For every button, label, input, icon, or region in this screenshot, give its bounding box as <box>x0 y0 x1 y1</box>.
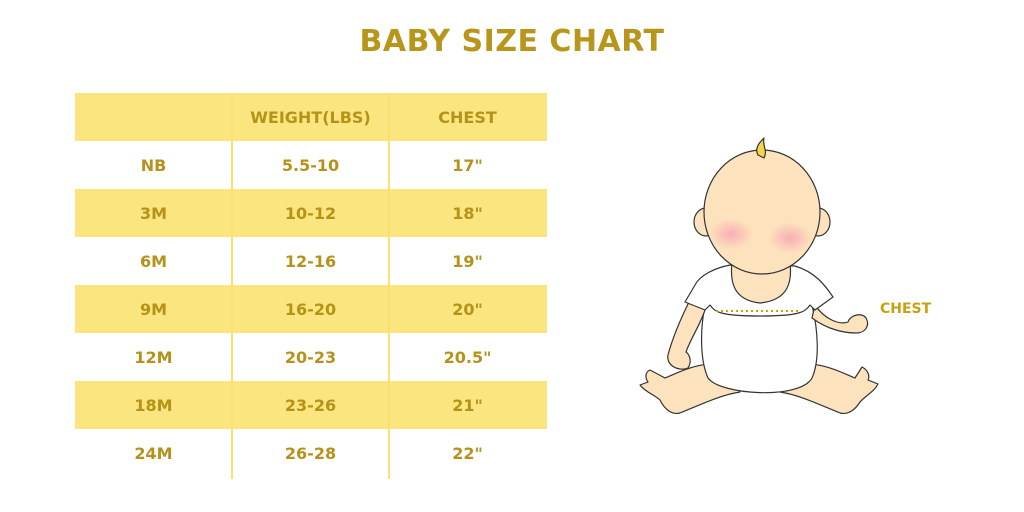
chest-cell: 22" <box>452 443 483 463</box>
weight-cell: 5.5-10 <box>281 155 340 175</box>
chest-cell: 21" <box>452 395 483 415</box>
table-row: 12M 20-23 20.5" <box>75 333 547 381</box>
table-row: 24M 26-28 22" <box>75 429 547 477</box>
table-row: 3M 10-12 18" <box>75 189 547 237</box>
size-cell: 18M <box>134 395 173 415</box>
left-cheek-blush <box>709 218 753 250</box>
weight-cell: 23-26 <box>284 395 337 415</box>
chest-cell: 20" <box>452 299 483 319</box>
chest-label: CHEST <box>880 301 932 317</box>
weight-cell: 20-23 <box>284 347 337 367</box>
weight-cell: 12-16 <box>284 251 337 271</box>
chest-cell: 20.5" <box>443 347 492 367</box>
head <box>703 149 821 275</box>
diaper <box>700 304 818 394</box>
table-row: 6M 12-16 19" <box>75 237 547 285</box>
weight-cell: 16-20 <box>284 299 337 319</box>
size-cell: 12M <box>134 347 173 367</box>
chest-cell: 18" <box>452 203 483 223</box>
table-row: NB 5.5-10 17" <box>75 141 547 189</box>
header-weight: WEIGHT(LBS) <box>250 107 371 127</box>
chest-cell: 19" <box>452 251 483 271</box>
table-header-row: WEIGHT(LBS) CHEST <box>75 93 547 141</box>
size-cell: 3M <box>139 203 168 223</box>
column-divider <box>388 93 390 479</box>
size-cell: NB <box>140 155 167 175</box>
size-table: WEIGHT(LBS) CHEST NB 5.5-10 17" 3M 10-12… <box>75 93 547 477</box>
right-cheek-blush <box>768 222 812 254</box>
table-row: 9M 16-20 20" <box>75 285 547 333</box>
size-cell: 6M <box>139 251 168 271</box>
chest-cell: 17" <box>452 155 483 175</box>
left-arm <box>667 299 706 370</box>
weight-cell: 26-28 <box>284 443 337 463</box>
table-row: 18M 23-26 21" <box>75 381 547 429</box>
hair-curl <box>756 137 767 159</box>
weight-cell: 10-12 <box>284 203 337 223</box>
size-cell: 24M <box>134 443 173 463</box>
header-chest: CHEST <box>438 107 497 127</box>
column-divider <box>231 93 233 479</box>
page-title: BABY SIZE CHART <box>359 24 665 59</box>
size-cell: 9M <box>139 299 168 319</box>
right-arm <box>811 304 869 334</box>
